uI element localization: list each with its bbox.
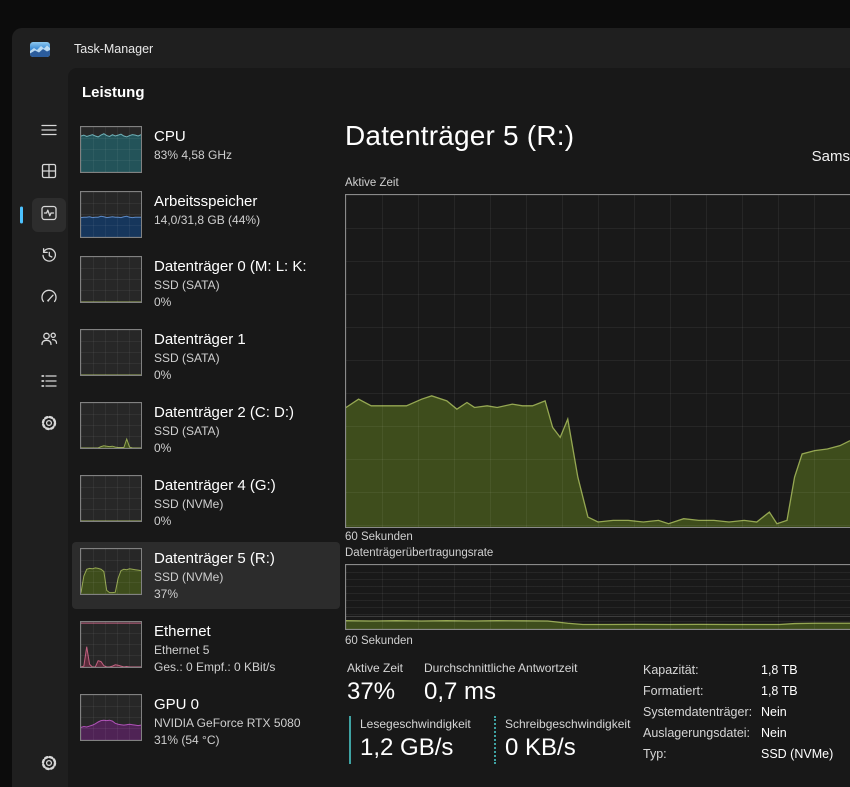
- details-icon: [39, 371, 59, 396]
- nav-processes[interactable]: [32, 156, 66, 190]
- active-time-chart-label: Aktive Zeit: [345, 177, 399, 189]
- disk0-mini-chart: [80, 256, 142, 303]
- task-manager-window: Task-Manager: [12, 28, 850, 787]
- nav-rail: [12, 70, 68, 787]
- app-history-icon: [39, 245, 59, 270]
- detail-row-pagefile: Auslagerungsdatei: Nein: [643, 726, 787, 740]
- stat-write-speed: Schreibgeschwindigkeit 0 KB/s: [494, 716, 630, 764]
- transfer-rate-chart: [345, 564, 850, 630]
- sidebar-item-disk4[interactable]: Datenträger 4 (G:) SSD (NVMe) 0%: [72, 469, 340, 536]
- nav-performance[interactable]: [20, 198, 66, 232]
- disk4-mini-chart: [80, 475, 142, 522]
- sidebar-item-gpu0[interactable]: GPU 0 NVIDIA GeForce RTX 5080 31% (54 °C…: [72, 688, 340, 755]
- startup-apps-icon: [39, 287, 59, 312]
- task-manager-app-icon: [30, 41, 50, 57]
- sidebar-item-disk1[interactable]: Datenträger 1 SSD (SATA) 0%: [72, 323, 340, 390]
- memory-mini-chart: [80, 191, 142, 238]
- sidebar-item-disk2[interactable]: Datenträger 2 (C: D:) SSD (SATA) 0%: [72, 396, 340, 463]
- gpu0-mini-chart: [80, 694, 142, 741]
- stat-avg-response: Durchschnittliche Antwortzeit 0,7 ms: [424, 661, 578, 705]
- window-title: Task-Manager: [74, 42, 154, 56]
- chart1-time-axis-label: 60 Sekunden: [345, 531, 413, 543]
- sidebar-item-cpu[interactable]: CPU 83% 4,58 GHz: [72, 120, 340, 179]
- selected-indicator: [20, 206, 23, 224]
- nav-users[interactable]: [32, 324, 66, 358]
- sidebar-item-disk0[interactable]: Datenträger 0 (M: L: K: SSD (SATA) 0%: [72, 250, 340, 317]
- detail-row-capacity: Kapazität: 1,8 TB: [643, 663, 798, 677]
- nav-settings[interactable]: [32, 748, 66, 782]
- titlebar: Task-Manager: [12, 28, 850, 70]
- sidebar-item-disk5[interactable]: Datenträger 5 (R:) SSD (NVMe) 37%: [72, 542, 340, 609]
- sidebar-item-memory[interactable]: Arbeitsspeicher 14,0/31,8 GB (44%): [72, 185, 340, 244]
- performance-sidebar: CPU 83% 4,58 GHz Arbeitsspeicher 14,0/31…: [72, 120, 340, 755]
- chart2-time-axis-label: 60 Sekunden: [345, 635, 413, 647]
- disk5-mini-chart: [80, 548, 142, 595]
- device-name: Sams: [811, 148, 850, 165]
- ethernet-mini-chart: [80, 621, 142, 668]
- disk1-mini-chart: [80, 329, 142, 376]
- settings-gear-icon: [39, 753, 59, 778]
- transfer-rate-chart-label: Datenträgerübertragungsrate: [345, 547, 494, 559]
- stat-active-time: Aktive Zeit 37%: [347, 661, 404, 705]
- page-title: Leistung: [82, 84, 145, 101]
- detail-row-formatted: Formatiert: 1,8 TB: [643, 684, 798, 698]
- nav-details[interactable]: [32, 366, 66, 400]
- nav-services[interactable]: [32, 408, 66, 442]
- nav-startup-apps[interactable]: [32, 282, 66, 316]
- stat-read-speed: Lesegeschwindigkeit 1,2 GB/s: [349, 716, 471, 764]
- nav-app-history[interactable]: [32, 240, 66, 274]
- hamburger-icon: [39, 120, 59, 145]
- detail-row-type: Typ: SSD (NVMe): [643, 747, 834, 761]
- disk-details-table: Kapazität: 1,8 TB Formatiert: 1,8 TB Sys…: [643, 660, 833, 765]
- processes-icon: [39, 161, 59, 186]
- performance-icon: [39, 203, 59, 228]
- disk-detail-pane: Datenträger 5 (R:) Sams Aktive Zeit 60 S…: [345, 68, 850, 787]
- active-time-chart: [345, 194, 850, 528]
- disk2-mini-chart: [80, 402, 142, 449]
- cpu-mini-chart: [80, 126, 142, 173]
- detail-title: Datenträger 5 (R:): [345, 120, 575, 151]
- detail-row-system-disk: Systemdatenträger: Nein: [643, 705, 787, 719]
- sidebar-item-ethernet[interactable]: Ethernet Ethernet 5 Ges.: 0 Empf.: 0 KBi…: [72, 615, 340, 682]
- nav-menu-button[interactable]: [32, 115, 66, 149]
- services-icon: [39, 413, 59, 438]
- content-panel: Leistung CPU 83% 4,58 GHz Arbeitsspeiche…: [68, 68, 850, 787]
- users-icon: [39, 329, 59, 354]
